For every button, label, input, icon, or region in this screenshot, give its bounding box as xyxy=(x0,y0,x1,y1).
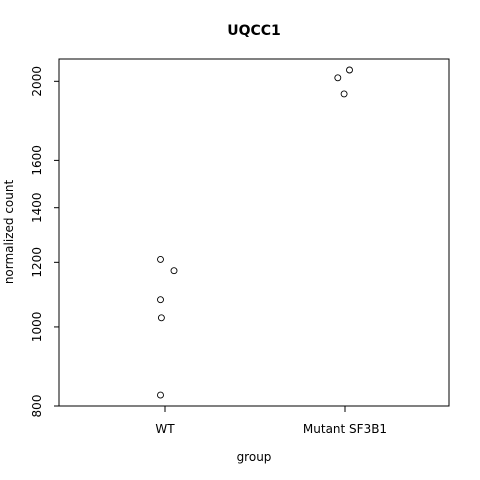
data-point xyxy=(157,255,164,263)
data-point xyxy=(157,314,165,322)
y-tick-label: 800 xyxy=(30,395,44,418)
y-tick-label: 1200 xyxy=(30,247,44,278)
x-tick-label: Mutant SF3B1 xyxy=(303,422,387,436)
data-point xyxy=(334,74,342,82)
data-point xyxy=(157,296,164,304)
data-point xyxy=(340,90,348,98)
chart-title: UQCC1 xyxy=(227,23,281,39)
y-tick-label: 1400 xyxy=(30,192,44,223)
y-axis: 800 1000 1200 1400 1600 2000 xyxy=(30,66,59,417)
y-tick-label: 1000 xyxy=(30,312,44,343)
y-tick-label: 2000 xyxy=(30,66,44,97)
y-axis-label: normalized count xyxy=(2,180,16,285)
data-point xyxy=(170,267,178,275)
x-axis: WT Mutant SF3B1 xyxy=(155,406,387,436)
y-tick-label: 1600 xyxy=(30,145,44,176)
data-points xyxy=(157,66,353,399)
x-axis-label: group xyxy=(237,450,272,464)
data-point xyxy=(346,66,353,74)
data-point xyxy=(157,391,164,399)
plot-frame xyxy=(58,58,450,407)
x-tick-label: WT xyxy=(155,422,175,436)
